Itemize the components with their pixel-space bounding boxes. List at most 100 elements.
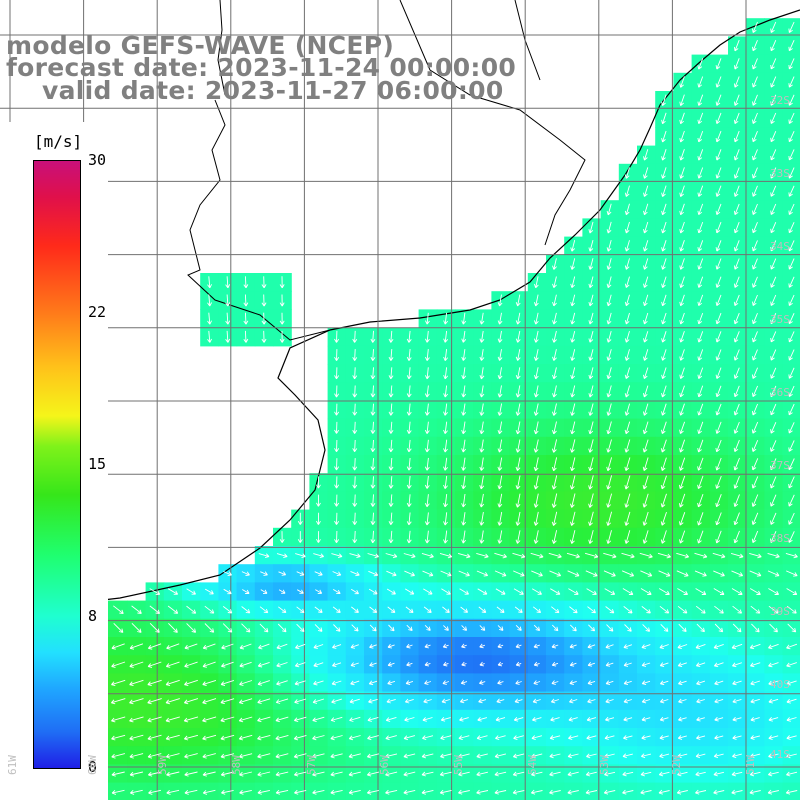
wind-arrow [443, 512, 448, 526]
wind-arrow [751, 494, 759, 507]
wind-arrow [293, 716, 307, 723]
wind-arrow [677, 662, 687, 668]
wind-arrow [352, 330, 358, 343]
wind-arrow [624, 439, 631, 453]
wind-arrow [202, 734, 217, 741]
wind-arrow [569, 680, 577, 685]
wind-arrow [751, 512, 759, 525]
wind-arrow [494, 753, 507, 759]
wind-arrow [733, 294, 740, 307]
wind-arrow [497, 680, 504, 685]
wind-arrow [296, 606, 305, 614]
wind-arrow [404, 698, 414, 704]
wind-arrow [752, 240, 758, 252]
wind-arrow [461, 530, 467, 544]
wind-arrow [606, 367, 612, 380]
wind-arrow [660, 457, 667, 471]
wind-arrow [260, 589, 268, 594]
wind-arrow [275, 771, 289, 777]
wind-arrow [147, 661, 162, 668]
wind-arrow [621, 552, 635, 559]
wind-arrow [330, 716, 343, 722]
wind-arrow [697, 403, 704, 416]
wind-arrow [788, 331, 795, 343]
wind-arrow [643, 167, 649, 179]
wind-arrow [461, 403, 467, 416]
wind-arrow [697, 112, 704, 125]
wind-arrow [770, 258, 777, 270]
wind-arrow [752, 331, 758, 343]
wind-arrow [551, 511, 558, 526]
wind-arrow [570, 312, 576, 325]
wind-arrow [750, 680, 761, 686]
wind-arrow [677, 644, 688, 649]
wind-arrow [202, 716, 217, 723]
wind-arrow [147, 753, 162, 759]
colorbar-unit: [m/s] [34, 132, 83, 151]
lon-label: 56W [378, 755, 391, 775]
wind-arrow [368, 570, 379, 577]
wind-arrow [550, 698, 560, 704]
wind-arrow [350, 588, 359, 595]
wind-arrow [312, 753, 325, 759]
wind-arrow [296, 623, 305, 633]
wind-arrow [588, 239, 594, 252]
wind-arrow [588, 367, 594, 380]
wind-arrow [658, 570, 671, 577]
wind-arrow [731, 643, 743, 650]
wind-arrow [350, 570, 360, 577]
wind-arrow [788, 185, 795, 197]
wind-arrow [388, 494, 394, 507]
wind-arrow [406, 457, 412, 471]
wind-arrow [497, 421, 503, 435]
wind-arrow [314, 624, 323, 632]
lat-label: 38S [770, 532, 790, 545]
wind-arrow [257, 734, 271, 741]
wind-arrow [624, 624, 632, 632]
wind-arrow [368, 588, 378, 595]
wind-arrow [366, 789, 379, 795]
wind-arrow [202, 679, 217, 686]
wind-arrow [751, 458, 759, 471]
wind-arrow [458, 570, 470, 577]
wind-arrow [296, 589, 304, 594]
wind-arrow [479, 512, 485, 526]
wind-arrow [715, 76, 722, 88]
wind-arrow [424, 530, 430, 544]
wind-arrow [639, 552, 653, 559]
wind-arrow [715, 130, 722, 143]
wind-arrow [207, 294, 213, 307]
wind-arrow [494, 789, 507, 795]
wind-arrow [679, 421, 686, 434]
wind-arrow [461, 330, 467, 343]
wind-arrow [694, 552, 708, 559]
wind-arrow [220, 716, 235, 723]
wind-arrow [733, 476, 740, 489]
wind-arrow [424, 349, 430, 361]
wind-arrow [624, 312, 630, 325]
wind-arrow [770, 403, 777, 416]
lon-label: 58W [230, 755, 243, 775]
wind-arrow [479, 421, 485, 435]
wind-arrow [421, 789, 434, 795]
wind-arrow [643, 221, 649, 234]
wind-arrow [570, 349, 576, 361]
wind-arrow [697, 349, 704, 361]
wind-arrow [479, 312, 485, 325]
wind-arrow [533, 457, 539, 472]
wind-arrow [714, 605, 724, 614]
wind-arrow [788, 440, 795, 452]
wind-arrow [479, 330, 485, 343]
wind-arrow [370, 385, 376, 398]
lon-label: 59W [156, 755, 169, 775]
wind-arrow [606, 349, 612, 361]
wind-arrow [424, 661, 431, 667]
wind-arrow [788, 112, 795, 124]
wind-arrow [584, 552, 599, 559]
wind-arrow [515, 680, 522, 685]
wind-arrow [770, 313, 777, 325]
wind-arrow [316, 512, 321, 525]
wind-arrow [515, 349, 521, 361]
wind-arrow [567, 771, 579, 777]
wind-arrow [406, 494, 412, 507]
